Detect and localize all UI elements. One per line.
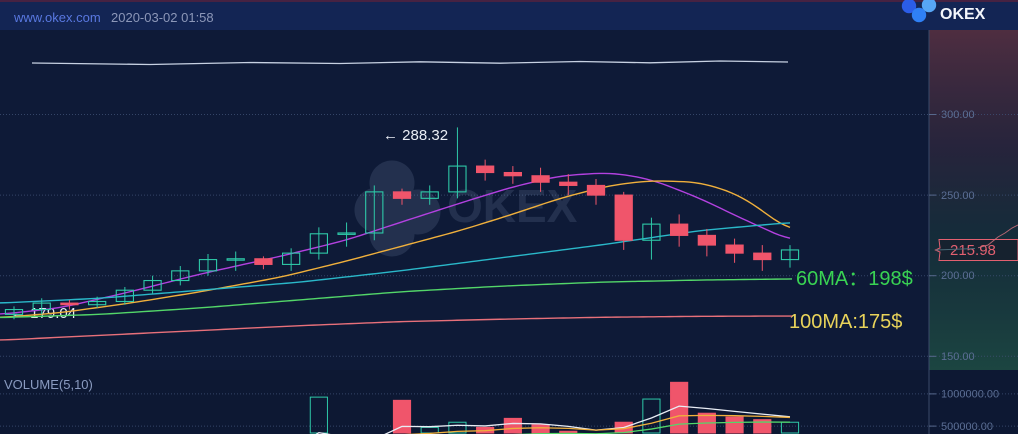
svg-text:100MA:175$: 100MA:175$ — [789, 311, 902, 333]
svg-text:← 288.32: ← 288.32 — [383, 127, 448, 144]
svg-text:1000000.00: 1000000.00 — [941, 389, 999, 401]
svg-text:300.00: 300.00 — [941, 109, 975, 121]
svg-text:2020-03-02 01:58: 2020-03-02 01:58 — [111, 10, 214, 25]
svg-text:250.00: 250.00 — [941, 190, 975, 202]
svg-text:200.00: 200.00 — [941, 270, 975, 282]
svg-text:www.okex.com: www.okex.com — [13, 10, 101, 25]
svg-text:60MA：198$: 60MA：198$ — [796, 268, 913, 290]
svg-text:OKEX: OKEX — [940, 6, 986, 23]
svg-text:500000.00: 500000.00 — [941, 421, 993, 433]
svg-text:VOLUME(5,10): VOLUME(5,10) — [4, 377, 93, 392]
svg-text:150.00: 150.00 — [941, 351, 975, 363]
